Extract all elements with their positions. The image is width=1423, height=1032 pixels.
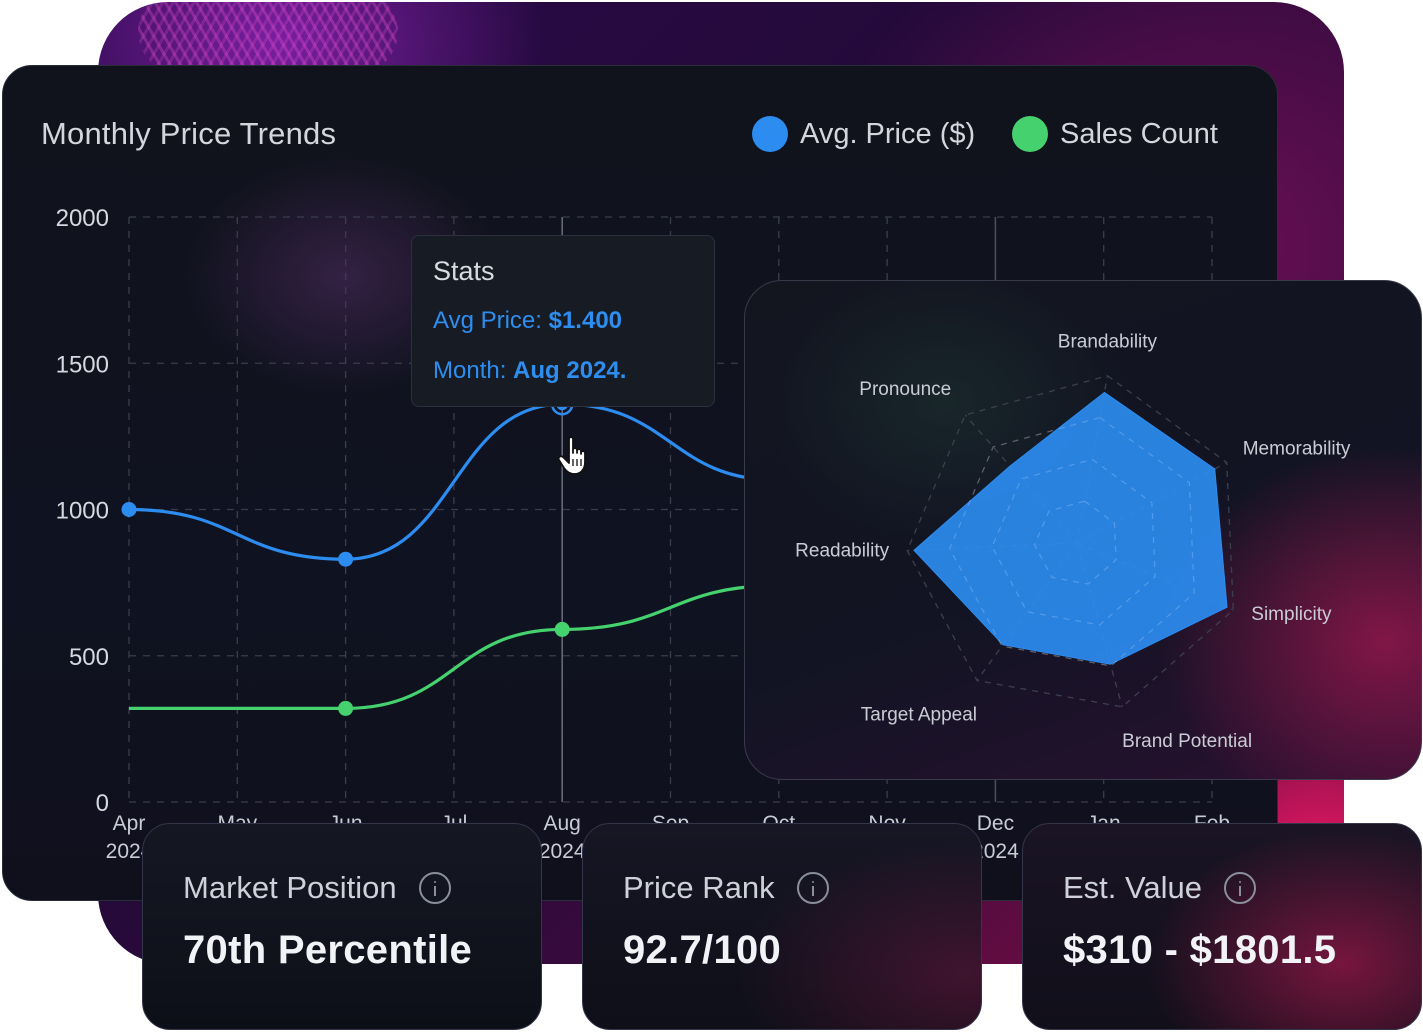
- radar-ring: [906, 375, 1234, 708]
- tooltip-price-value: $1.400: [548, 307, 623, 334]
- info-icon[interactable]: [796, 872, 829, 904]
- radar-axis-label: Memorability: [1243, 439, 1351, 460]
- chart-title: Monthly Price Trends: [41, 116, 337, 151]
- x-tick-label: 2024: [106, 840, 153, 863]
- x-tick-label: Dec: [977, 812, 1014, 835]
- stat-value: $310 - $1801.5: [1063, 928, 1337, 972]
- info-icon[interactable]: [1224, 872, 1257, 904]
- tooltip-month-value: Aug 2024.: [513, 357, 627, 384]
- radar-axis-label: Readability: [795, 541, 889, 562]
- stat-value: 70th Percentile: [183, 928, 473, 972]
- data-point: [121, 502, 137, 517]
- legend-avg-price[interactable]: Avg. Price ($): [752, 116, 975, 152]
- tooltip-price: Avg Price: $1.400: [433, 307, 623, 334]
- series-line: [128, 402, 779, 561]
- radar-axis-label: Simplicity: [1251, 604, 1332, 625]
- radar-axis-label: Pronounce: [859, 379, 951, 400]
- legend-sales-count[interactable]: Sales Count: [1012, 116, 1218, 152]
- data-point: [554, 621, 570, 637]
- stat-label: Market Position: [183, 870, 397, 905]
- data-point: [338, 700, 354, 716]
- stat-card-est-value: Est. Value $310 - $1801.5: [1022, 823, 1422, 1030]
- radar-ring-overlay: [948, 416, 1195, 667]
- y-tick-label: 0: [96, 790, 109, 817]
- radar-chart[interactable]: Brandability Memorability Simplicity Brand …: [745, 281, 1422, 780]
- series-line: [129, 583, 779, 711]
- x-tick-label: Apr: [113, 812, 146, 835]
- x-tick-label: 2024: [539, 840, 586, 863]
- x-tick-label: 2024: [972, 840, 1019, 863]
- tooltip-month: Month: Aug 2024.: [433, 357, 627, 384]
- y-tick-label: 1000: [56, 498, 109, 525]
- y-tick-label: 2000: [56, 205, 109, 232]
- data-point: [338, 551, 354, 567]
- tooltip-title: Stats: [433, 256, 495, 286]
- legend-dot-green-icon: [1012, 116, 1048, 152]
- stats-tooltip: Stats Avg Price: $1.400 Month: Aug 2024.: [411, 235, 715, 407]
- legend-label: Avg. Price ($): [800, 117, 976, 150]
- stat-card-market-position: Market Position 70th Percentile: [142, 823, 542, 1030]
- radar-axis-label: Brandability: [1058, 332, 1158, 353]
- radar-axis-label: Brand Potential: [1122, 731, 1252, 752]
- legend-label: Sales Count: [1060, 117, 1218, 150]
- y-tick-label: 500: [69, 644, 109, 671]
- stat-label: Est. Value: [1063, 870, 1203, 905]
- radar-card: Brandability Memorability Simplicity Brand …: [744, 280, 1422, 780]
- stat-label: Price Rank: [623, 870, 775, 905]
- legend-dot-blue-icon: [752, 116, 788, 152]
- radar-ring-overlay: [991, 458, 1156, 626]
- hand-pointer-icon: [557, 436, 586, 475]
- x-tick-label: Aug: [544, 812, 581, 835]
- info-icon[interactable]: [418, 872, 451, 904]
- stat-card-price-rank: Price Rank 92.7/100: [582, 823, 982, 1030]
- stat-value: 92.7/100: [623, 928, 782, 972]
- radar-ring: [948, 416, 1195, 667]
- radar-area: [913, 391, 1228, 665]
- y-tick-label: 1500: [56, 351, 109, 378]
- radar-axis-label: Target Appeal: [861, 704, 977, 725]
